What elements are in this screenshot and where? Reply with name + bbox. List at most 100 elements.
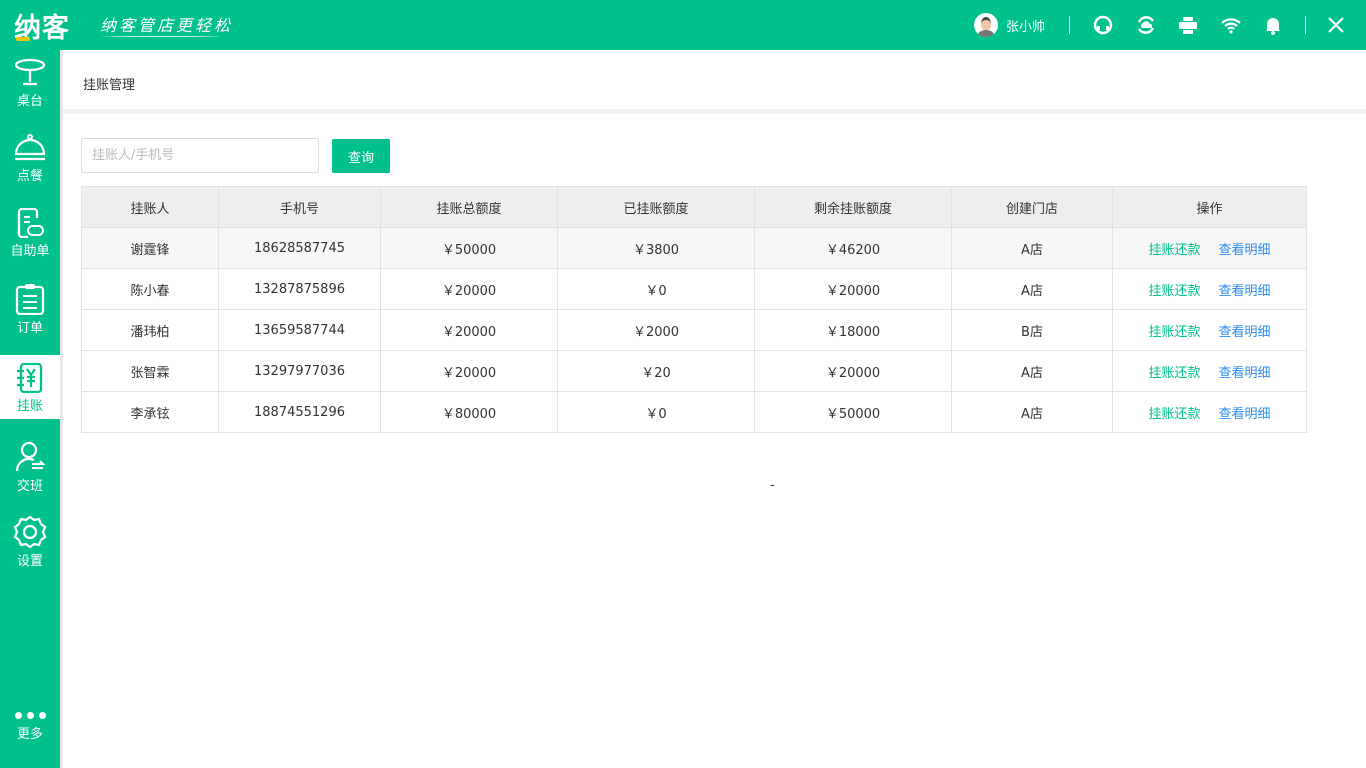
sidebar-item-tables[interactable]: 桌台 <box>0 50 60 114</box>
table-cell: 陈小春 <box>81 268 219 310</box>
column-header: 挂账人 <box>81 186 219 228</box>
sidebar-item-label: 订单 <box>16 321 43 336</box>
table-cell: B店 <box>951 309 1113 351</box>
view-detail-link[interactable]: 查看明细 <box>1218 406 1271 422</box>
actions-cell: 挂账还款 查看明细 <box>1112 227 1307 269</box>
sidebar-item-label: 桌台 <box>16 94 43 109</box>
table-row: 李承铉 18874551296 ￥80000 ￥0 ￥50000 A店 挂账还款 查看明细 <box>81 391 1307 433</box>
slogan: 纳客管店更轻松 <box>100 16 234 35</box>
table-cell: 潘玮柏 <box>81 309 219 351</box>
table-icon <box>14 58 46 86</box>
more-icon <box>0 712 60 719</box>
page-header: 挂账管理 <box>63 50 1366 114</box>
wifi-icon[interactable] <box>1220 14 1242 36</box>
sidebar-more[interactable]: 更多 <box>0 712 60 742</box>
table-header: 挂账人 手机号 挂账总额度 已挂账额度 剩余挂账额度 创建门店 操作 <box>81 186 1307 228</box>
footer-text: - <box>770 478 775 493</box>
table-cell: ￥20000 <box>380 268 558 310</box>
sidebar-item-label: 设置 <box>16 554 43 569</box>
view-detail-link[interactable]: 查看明细 <box>1218 324 1271 340</box>
column-header: 创建门店 <box>951 186 1113 228</box>
sidebar-item-order-food[interactable]: 点餐 <box>0 125 60 189</box>
table-cell: ￥0 <box>557 391 755 433</box>
repay-link[interactable]: 挂账还款 <box>1148 324 1201 340</box>
sidebar-item-self-order[interactable]: 自助单 <box>0 200 60 264</box>
actions-cell: 挂账还款 查看明细 <box>1112 309 1307 351</box>
sidebar-item-shift[interactable]: 交班 <box>0 433 60 497</box>
table-cell: ￥20000 <box>380 309 558 351</box>
table-cell: ￥20000 <box>380 350 558 392</box>
table-cell: ￥20000 <box>754 350 952 392</box>
column-header: 已挂账额度 <box>557 186 755 228</box>
sidebar-item-settings[interactable]: 设置 <box>0 508 60 572</box>
table-cell: 谢霆锋 <box>81 227 219 269</box>
self-order-icon <box>17 208 44 238</box>
table-cell: 李承铉 <box>81 391 219 433</box>
table-cell: A店 <box>951 268 1113 310</box>
username: 张小帅 <box>1006 19 1046 35</box>
table-cell: A店 <box>951 227 1113 269</box>
actions-cell: 挂账还款 查看明细 <box>1112 391 1307 433</box>
table-row: 张智霖 13297977036 ￥20000 ￥20 ￥20000 A店 挂账还款 查看明细 <box>81 350 1307 392</box>
table-cell: 18628587745 <box>218 227 381 269</box>
table-cell: ￥50000 <box>754 391 952 433</box>
table-cell: 13287875896 <box>218 268 381 310</box>
query-button[interactable]: 查询 <box>332 139 390 173</box>
customer-service-icon[interactable] <box>1092 14 1114 36</box>
table-cell: ￥20 <box>557 350 755 392</box>
column-header: 挂账总额度 <box>380 186 558 228</box>
view-detail-link[interactable]: 查看明细 <box>1218 242 1271 258</box>
table-cell: ￥2000 <box>557 309 755 351</box>
table-row: 潘玮柏 13659587744 ￥20000 ￥2000 ￥18000 B店 挂账还款 查看明… <box>81 309 1307 351</box>
table-cell: ￥0 <box>557 268 755 310</box>
top-bar: 纳客 纳客管店更轻松 张小帅 <box>0 0 1366 50</box>
sidebar-item-label: 点餐 <box>16 169 43 184</box>
sidebar: 桌台 点餐 自助单 订单 挂账 交班 设置 更多 <box>0 50 60 768</box>
sync-icon[interactable] <box>1135 14 1157 36</box>
bell-icon[interactable] <box>1262 14 1284 36</box>
table-cell: ￥80000 <box>380 391 558 433</box>
column-header: 操作 <box>1112 186 1307 228</box>
actions-cell: 挂账还款 查看明细 <box>1112 350 1307 392</box>
sidebar-item-label: 交班 <box>16 479 43 494</box>
avatar <box>974 13 998 37</box>
repay-link[interactable]: 挂账还款 <box>1148 365 1201 381</box>
table-cell: ￥46200 <box>754 227 952 269</box>
close-icon[interactable] <box>1325 14 1347 36</box>
column-header: 剩余挂账额度 <box>754 186 952 228</box>
sidebar-item-credit[interactable]: 挂账 <box>0 355 60 419</box>
table-cell: ￥18000 <box>754 309 952 351</box>
table-cell: A店 <box>951 391 1113 433</box>
credit-book-icon <box>17 363 43 393</box>
table-cell: ￥50000 <box>380 227 558 269</box>
table-cell: ￥3800 <box>557 227 755 269</box>
table-cell: 13659587744 <box>218 309 381 351</box>
repay-link[interactable]: 挂账还款 <box>1148 406 1201 422</box>
repay-link[interactable]: 挂账还款 <box>1148 283 1201 299</box>
logo: 纳客 <box>14 13 70 44</box>
repay-link[interactable]: 挂账还款 <box>1148 242 1201 258</box>
sidebar-item-orders[interactable]: 订单 <box>0 275 60 339</box>
view-detail-link[interactable]: 查看明细 <box>1218 365 1271 381</box>
view-detail-link[interactable]: 查看明细 <box>1218 283 1271 299</box>
table-cell: 13297977036 <box>218 350 381 392</box>
printer-icon[interactable] <box>1177 14 1199 36</box>
search-input[interactable] <box>81 138 319 173</box>
column-header: 手机号 <box>218 186 381 228</box>
table-cell: ￥20000 <box>754 268 952 310</box>
clipboard-icon <box>15 284 45 315</box>
actions-cell: 挂账还款 查看明细 <box>1112 268 1307 310</box>
table-cell: 18874551296 <box>218 391 381 433</box>
cloche-icon <box>14 134 46 161</box>
shift-handover-icon <box>15 441 46 472</box>
sidebar-more-label: 更多 <box>16 727 43 742</box>
table-row: 谢霆锋 18628587745 ￥50000 ￥3800 ￥46200 A店 挂账还款 查看明… <box>81 227 1307 269</box>
table-row: 陈小春 13287875896 ￥20000 ￥0 ￥20000 A店 挂账还款 查看明细 <box>81 268 1307 310</box>
user-menu[interactable]: 张小帅 <box>974 13 1045 37</box>
table-cell: 张智霖 <box>81 350 219 392</box>
credit-table: 挂账人 手机号 挂账总额度 已挂账额度 剩余挂账额度 创建门店 操作 谢霆锋 18… <box>81 186 1307 433</box>
sidebar-item-label: 自助单 <box>10 244 50 259</box>
table-cell: A店 <box>951 350 1113 392</box>
gear-icon <box>13 516 47 548</box>
sidebar-item-label: 挂账 <box>16 399 43 414</box>
